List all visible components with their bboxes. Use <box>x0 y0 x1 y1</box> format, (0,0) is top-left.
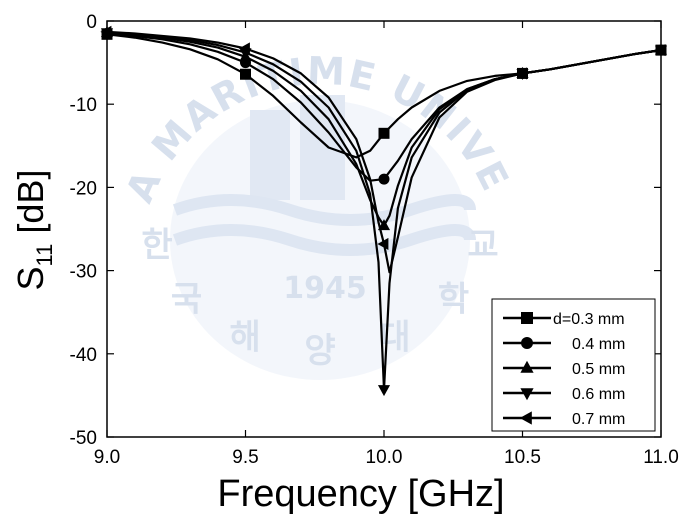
x-tick-label: 9.0 <box>94 447 120 468</box>
watermark-korean-char: 대 <box>379 317 410 357</box>
legend-marker-1 <box>521 312 533 324</box>
series-5-marker <box>377 237 389 251</box>
x-axis-title: Frequency [GHz] <box>217 473 504 515</box>
series-5-marker <box>100 25 112 38</box>
series-2-marker <box>378 173 390 185</box>
watermark-year: 1945 <box>283 271 367 306</box>
y-tick-label: -10 <box>70 95 97 116</box>
x-tick-label: 10.5 <box>504 447 541 468</box>
y-axis-title-unit: [dB] <box>10 170 51 234</box>
watermark-korean-char: 해 <box>229 317 260 357</box>
legend-label-2: 0.4 mm <box>572 336 625 353</box>
legend-box <box>491 298 656 432</box>
axis-ticks <box>106 20 662 438</box>
series-5-marker <box>654 44 666 57</box>
y-axis-title-main: S <box>10 266 51 290</box>
y-tick-labels: 0 -10 -20 -30 -40 -50 <box>70 12 97 449</box>
y-tick-label: 0 <box>86 12 97 33</box>
x-tick-label: 10.0 <box>366 447 403 468</box>
watermark-korean-char: 국 <box>171 279 202 319</box>
seal-wave-2 <box>172 224 476 256</box>
watermark-korean-char: 양 <box>304 331 335 371</box>
svg-text:S11[dB]: S11 [dB] <box>10 170 57 291</box>
y-axis-title-sub: 11 <box>32 244 57 267</box>
series-1-marker <box>378 127 390 139</box>
watermark-korean-char: 한 <box>141 226 172 266</box>
x-tick-label: 11.0 <box>643 447 679 468</box>
legend-marker-2 <box>521 337 533 349</box>
marker-layer <box>100 25 668 397</box>
series-4-marker <box>377 385 391 397</box>
series-5-marker <box>515 67 527 80</box>
legend-marker-4 <box>520 388 534 401</box>
seal-wave-1 <box>172 194 476 226</box>
legend-label-3: 0.5 mm <box>572 361 625 378</box>
y-tick-label: -50 <box>70 428 97 449</box>
watermark-korean-char: 학 <box>438 279 469 319</box>
y-tick-label: -40 <box>70 345 97 366</box>
legend: d=0.3 mm 0.4 mm 0.5 mm 0.6 mm 0.7 mm <box>491 298 656 432</box>
y-axis-title: S11 [dB] <box>10 170 57 291</box>
series-1-marker <box>240 68 251 80</box>
x-tick-label: 9.5 <box>232 447 258 468</box>
seal-disc <box>170 100 470 380</box>
y-tick-label: -30 <box>70 262 97 283</box>
watermark-korean-text: 한국해 양 대학교 <box>141 226 498 371</box>
series-5-marker <box>238 42 250 55</box>
y-tick-label: -20 <box>70 178 97 199</box>
seal-pillars <box>250 95 345 200</box>
legend-label-4: 0.6 mm <box>572 386 625 403</box>
legend-marker-3 <box>520 360 534 373</box>
x-tick-labels: 9.0 9.5 10.0 10.5 11.0 <box>94 447 679 468</box>
legend-label-1: d=0.3 mm <box>553 311 625 328</box>
legend-marker-5 <box>519 411 532 425</box>
series-3-marker <box>377 219 391 231</box>
watermark-korean-char: 교 <box>467 226 498 266</box>
legend-label-5: 0.7 mm <box>572 411 625 428</box>
